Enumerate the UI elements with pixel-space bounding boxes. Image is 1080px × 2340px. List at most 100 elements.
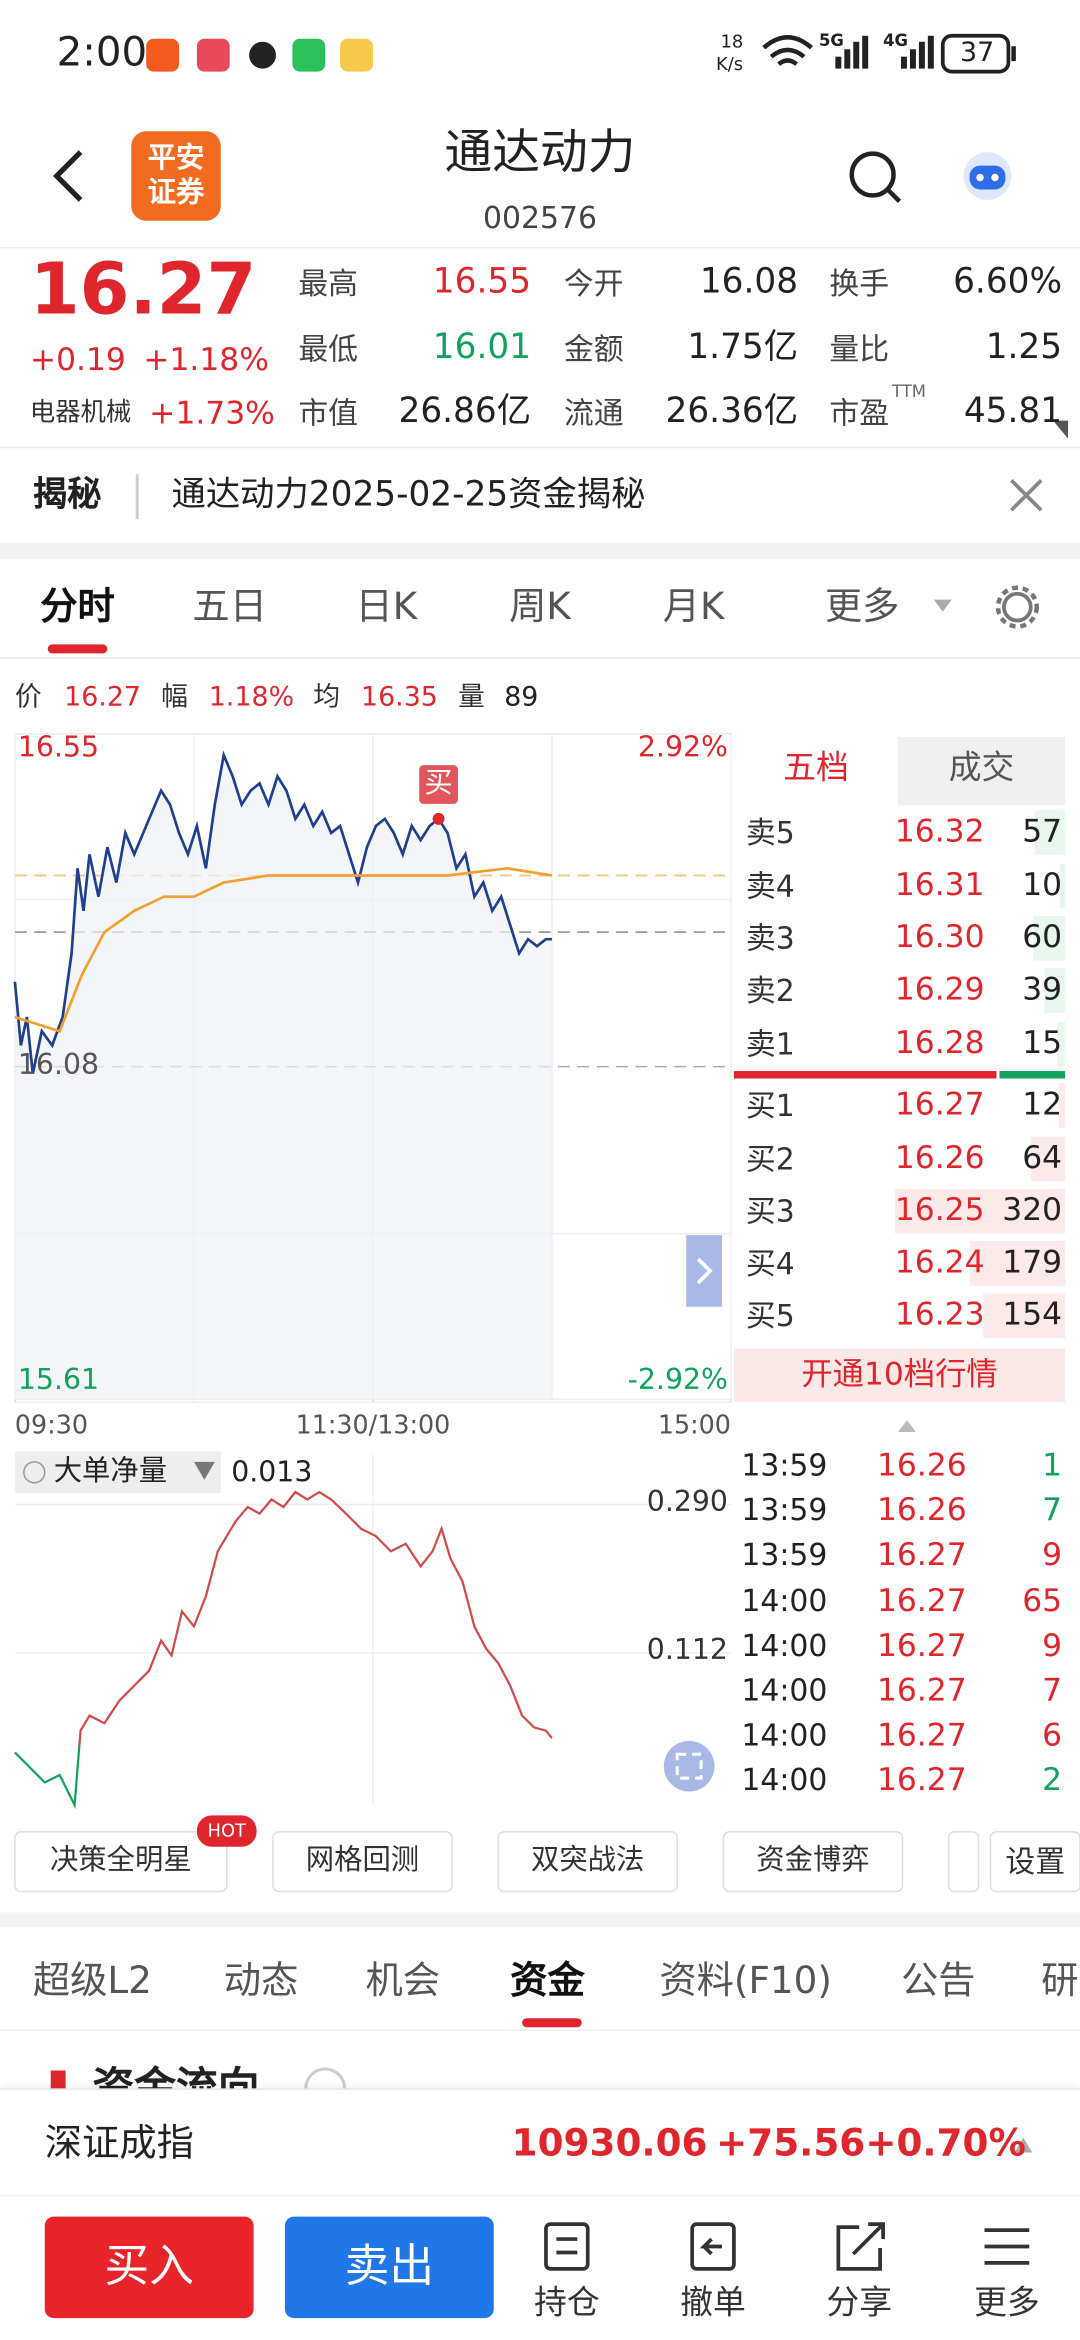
tab[interactable]: 月K	[662, 584, 725, 629]
tab[interactable]: 分时	[40, 584, 115, 629]
tab[interactable]: 五日	[192, 584, 268, 629]
sector: 电器机械	[29, 398, 132, 429]
trade-price: 16.26	[876, 1491, 967, 1528]
flow-latest: 0.013	[231, 1455, 313, 1489]
trade-badge	[419, 765, 458, 804]
book-volume: 320	[1002, 1191, 1063, 1228]
tool-button[interactable]: 资金博弈	[756, 1843, 870, 1877]
tab[interactable]: 日K	[355, 584, 418, 629]
book-tab[interactable]: 五档	[783, 750, 849, 788]
status-net: 4G	[883, 31, 908, 51]
stat-value: 45.81	[963, 392, 1063, 432]
book-label: 卖5	[745, 814, 795, 851]
trade-time: 13:59	[741, 1446, 828, 1483]
upgrade-button[interactable]: 开通10档行情	[801, 1355, 998, 1392]
depth-bar	[983, 1293, 1066, 1339]
flow-title[interactable]: 大单净量	[53, 1454, 168, 1488]
section-tab[interactable]: 公告	[900, 1958, 976, 2002]
book-price: 16.26	[894, 1139, 985, 1176]
trade-volume: 9	[1042, 1537, 1063, 1573]
trade-price: 16.27	[876, 1537, 967, 1573]
flow-line	[14, 1490, 553, 1810]
tool-button[interactable]: 双突战法	[531, 1843, 645, 1877]
section-tab[interactable]: 资金	[510, 1958, 585, 2002]
trade-price: 16.27	[876, 1582, 967, 1618]
price-line	[13, 750, 552, 1074]
stat-value: 26.86亿	[398, 392, 532, 432]
y2-tick-label: -2.92%	[627, 1363, 728, 1397]
stat-sup: TTM	[892, 381, 926, 402]
book-price: 16.30	[894, 918, 985, 955]
stat-label: 今开	[563, 265, 624, 302]
change-pct: +1.18%	[143, 341, 269, 378]
buy-button[interactable]: 买入	[104, 2240, 194, 2293]
book-volume: 12	[1022, 1085, 1063, 1122]
tool-button[interactable]: 决策全明星	[49, 1843, 192, 1877]
logo-text: 证券	[147, 176, 205, 209]
nav-item[interactable]: 更多	[974, 2285, 1040, 2323]
x-tick-label: 15:00	[657, 1411, 731, 1441]
sell-button[interactable]: 卖出	[344, 2240, 435, 2293]
info-value: 1.18%	[208, 681, 295, 714]
trade-time: 14:00	[741, 1672, 828, 1709]
trade-volume: 9	[1042, 1627, 1063, 1663]
index-pct: +0.70%	[865, 2121, 1026, 2165]
trade-price: 16.27	[876, 1672, 967, 1709]
stat-value: 16.08	[699, 262, 799, 302]
section-tab[interactable]: 研	[1041, 1958, 1079, 2002]
stat-value: 16.01	[432, 328, 532, 367]
notice-text[interactable]: 通达动力2025-02-25资金揭秘	[171, 475, 646, 515]
x-tick-label: 09:30	[14, 1411, 89, 1441]
book-label: 卖4	[745, 868, 795, 904]
info-label: 均	[313, 681, 341, 714]
change: +0.19	[29, 341, 126, 378]
book-volume: 15	[1022, 1024, 1063, 1061]
depth-bar	[1044, 968, 1066, 1013]
section-tab[interactable]: 超级L2	[32, 1958, 152, 2002]
stat-label: 市值	[298, 395, 359, 432]
tab[interactable]: 更多	[824, 584, 900, 629]
info-value: 16.35	[360, 681, 438, 714]
book-tab[interactable]: 成交	[948, 750, 1015, 788]
trade-volume: 2	[1042, 1762, 1063, 1799]
settings-button[interactable]: 设置	[1005, 1843, 1066, 1880]
y-tick-label: 15.61	[17, 1363, 100, 1397]
nav-item[interactable]: 撤单	[680, 2285, 746, 2323]
stat-label: 最高	[298, 265, 359, 302]
trade-price: 16.27	[876, 1762, 967, 1799]
info-label: 价	[14, 681, 42, 714]
trade-price: 16.27	[876, 1627, 967, 1663]
trade-badge-text: 买	[424, 766, 453, 800]
info-label: 幅	[161, 681, 188, 714]
stock-code: 002576	[483, 199, 597, 236]
tool-button[interactable]: 网格回测	[305, 1843, 420, 1877]
section-tab[interactable]: 资料(F10)	[659, 1958, 832, 2002]
tab[interactable]: 周K	[509, 584, 571, 629]
trade-volume: 7	[1042, 1672, 1063, 1709]
depth-bar	[1057, 1021, 1066, 1067]
book-label: 卖2	[745, 972, 795, 1009]
book-volume: 60	[1022, 918, 1063, 955]
sector-pct: +1.73%	[149, 395, 275, 432]
depth-bar	[895, 1188, 1066, 1234]
book-price: 16.32	[894, 812, 985, 849]
y-tick-label: 16.55	[17, 730, 100, 764]
stat-value: 6.60%	[953, 262, 1063, 302]
stat-value: 1.75亿	[687, 328, 799, 367]
trade-volume: 1	[1042, 1446, 1063, 1483]
nav-item[interactable]: 持仓	[534, 2285, 600, 2323]
index-change: +75.56	[716, 2121, 866, 2165]
book-label: 买2	[745, 1141, 795, 1177]
logo-text: 平安	[147, 141, 205, 175]
index-name[interactable]: 深证成指	[44, 2121, 194, 2165]
book-label: 买3	[745, 1193, 795, 1230]
book-volume: 57	[1022, 812, 1063, 849]
book-label: 买5	[745, 1297, 795, 1334]
nav-item[interactable]: 分享	[826, 2285, 893, 2323]
trade-time: 14:00	[741, 1717, 828, 1754]
stat-label: 流通	[563, 395, 624, 432]
depth-bar	[1031, 1136, 1066, 1182]
depth-bar	[969, 1241, 1066, 1286]
section-tab[interactable]: 机会	[365, 1958, 441, 2002]
section-tab[interactable]: 动态	[223, 1958, 299, 2002]
